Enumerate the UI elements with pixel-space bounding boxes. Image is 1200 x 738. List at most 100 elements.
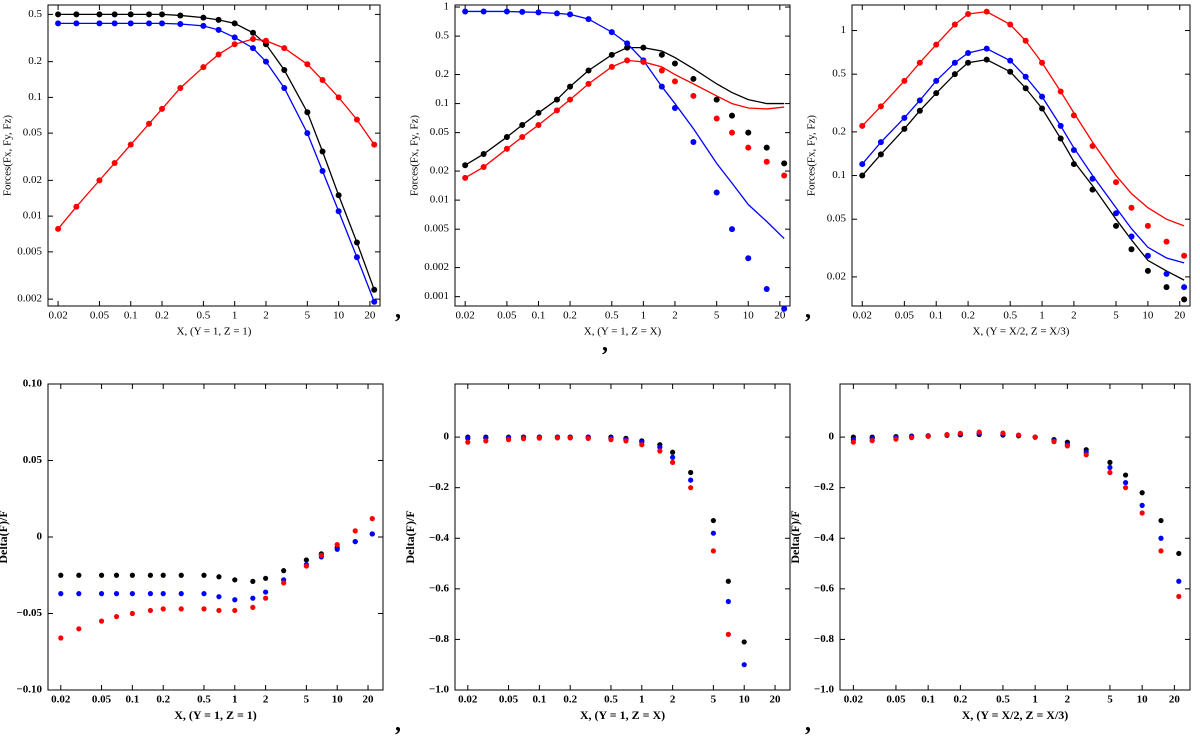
data-point [1176, 550, 1182, 557]
data-point [462, 162, 469, 169]
data-point [670, 459, 676, 465]
data-point [729, 129, 736, 136]
y-tick-label: 0.1 [28, 91, 42, 103]
data-point [713, 96, 720, 103]
fit-line [861, 58, 1185, 281]
data-point [215, 26, 222, 33]
x-axis-label: X, (Y = 1, Z = 1) [177, 326, 252, 338]
data-point [535, 121, 542, 128]
data-point [281, 568, 287, 574]
data-point [729, 226, 736, 233]
data-point [178, 606, 184, 612]
x-tick-label: 0.1 [124, 310, 138, 322]
data-point [335, 94, 342, 101]
data-point [147, 572, 154, 578]
y-tick-label: 0.2 [832, 125, 846, 137]
data-point [640, 44, 647, 51]
fit-line [464, 59, 785, 179]
data-point [1128, 204, 1135, 211]
data-point [688, 477, 694, 483]
separator: , [805, 711, 811, 737]
y-tick-label: 0.002 [424, 261, 449, 273]
data-point [1139, 490, 1145, 496]
x-tick-label: 2 [1071, 310, 1077, 322]
data-point [1064, 443, 1070, 449]
data-point [147, 591, 154, 597]
data-point [55, 20, 62, 27]
y-tick-label: 0.2 [28, 55, 42, 67]
data-point [1122, 472, 1129, 478]
panel: 0.02 0.05 0.1 0.2 0.5 1 2 5 10 20 0.002 0.005 0.01 0.… [2, 4, 381, 338]
x-tick-label: 0.5 [996, 694, 1010, 706]
data-point [160, 606, 166, 612]
y-tick-label: 0.2 [435, 68, 449, 80]
data-point [73, 20, 80, 27]
data-point [1022, 85, 1029, 92]
x-tick-label: 5 [305, 310, 311, 322]
data-point [763, 158, 770, 165]
data-point [983, 45, 990, 52]
data-point [901, 125, 908, 132]
data-point [688, 469, 694, 476]
data-point [55, 11, 62, 18]
y-axis-label: Delta(F)/F [403, 510, 417, 563]
x-tick-label: 0.1 [533, 694, 547, 706]
x-tick-label: 0.2 [156, 694, 170, 706]
data-point [147, 607, 154, 614]
x-tick-label: 0.2 [961, 310, 975, 322]
data-point [670, 454, 676, 460]
y-tick-label: 0.5 [832, 68, 846, 80]
x-tick-label: 0.02 [48, 310, 67, 322]
data-point [916, 97, 923, 104]
data-point [658, 51, 665, 58]
data-point [1176, 593, 1182, 600]
data-point [250, 578, 256, 584]
data-point [129, 610, 135, 617]
data-point [1070, 112, 1077, 119]
data-point [1107, 469, 1113, 476]
data-point [231, 34, 238, 41]
data-point [113, 613, 120, 620]
x-tick-label: 0.5 [197, 694, 211, 706]
y-tick-label: −0.8 [814, 633, 835, 645]
data-point [1181, 296, 1188, 303]
x-tick-label: 2 [672, 310, 678, 322]
x-tick-label: 0.2 [563, 310, 577, 322]
data-point [1113, 179, 1120, 186]
x-tick-label: 0.05 [895, 310, 915, 322]
fit-line [861, 10, 1185, 227]
data-point [216, 574, 222, 580]
data-point [916, 107, 923, 114]
data-point [178, 572, 184, 578]
data-point [371, 141, 378, 148]
data-point [353, 254, 360, 261]
data-point [129, 591, 135, 597]
data-point [741, 662, 747, 668]
y-tick-label: 0 [37, 531, 43, 543]
fit-line [465, 10, 785, 239]
data-point [1039, 105, 1046, 112]
data-point [639, 442, 645, 448]
x-tick-label: 10 [1142, 310, 1154, 322]
x-tick-label: 2 [670, 694, 676, 706]
data-point [1163, 238, 1170, 245]
data-point [535, 9, 542, 16]
data-point [200, 14, 207, 21]
data-point [608, 437, 614, 443]
data-point [657, 444, 663, 450]
data-point [98, 572, 105, 578]
data-point [745, 129, 752, 136]
y-tick-label: 0.005 [424, 223, 449, 235]
data-point [745, 144, 752, 151]
x-tick-label: 10 [739, 694, 751, 706]
data-point [1015, 432, 1022, 438]
data-point [690, 92, 697, 99]
data-point [713, 115, 720, 122]
data-point [371, 298, 378, 305]
data-point [353, 239, 360, 246]
data-point [781, 305, 788, 312]
data-point [1139, 510, 1145, 516]
data-point [353, 116, 360, 123]
y-tick-label: −0.05 [16, 607, 42, 619]
x-tick-label: 0.1 [532, 310, 546, 322]
